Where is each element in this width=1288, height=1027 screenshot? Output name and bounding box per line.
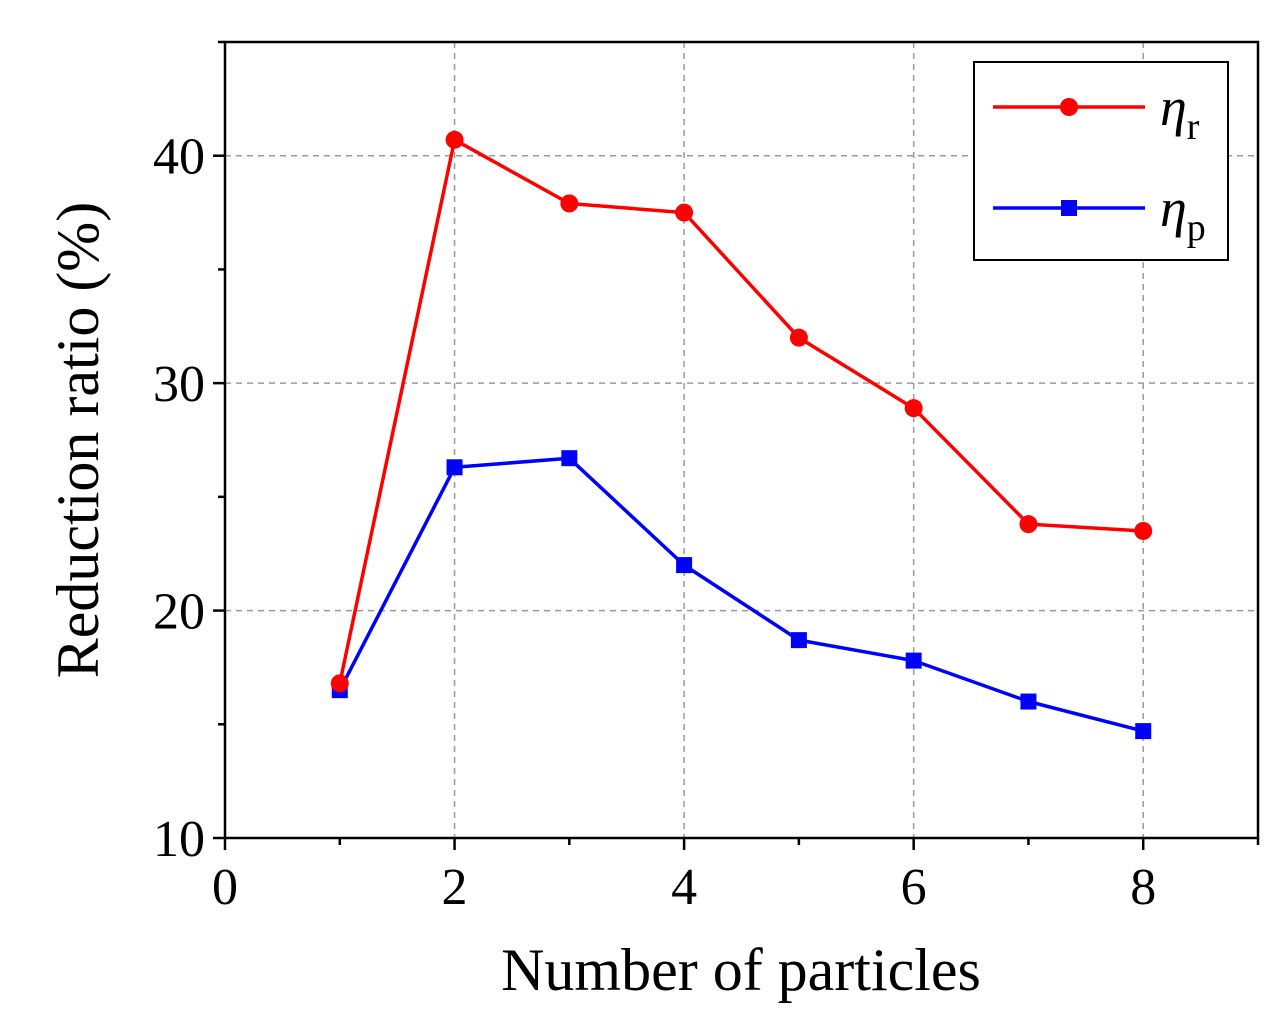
- plot-frame: [223, 40, 1260, 840]
- point-r-1: [330, 674, 349, 693]
- series-line-p: [338, 456, 1144, 733]
- series-layer: [330, 130, 1153, 740]
- x-tick-label-6: 6: [901, 859, 927, 916]
- y-tick-label-10: 10: [153, 811, 205, 868]
- point-r-3: [560, 194, 579, 213]
- point-r-8: [1134, 521, 1153, 540]
- legend-marker-r: [1060, 98, 1078, 116]
- point-p-4: [676, 557, 693, 574]
- point-p-3: [561, 450, 578, 467]
- point-p-5: [790, 632, 807, 649]
- point-r-5: [789, 328, 808, 347]
- x-tick-label-0: 0: [212, 859, 238, 916]
- y-tick-label-40: 40: [153, 129, 205, 186]
- legend-subscript-r: r: [1187, 106, 1200, 148]
- series-line-r: [338, 138, 1144, 684]
- y-tick-label-30: 30: [153, 356, 205, 413]
- point-p-2: [446, 459, 463, 476]
- legend-marker-p: [1061, 200, 1077, 216]
- point-r-6: [904, 399, 923, 418]
- point-r-4: [675, 203, 694, 222]
- x-axis-title: Number of particles: [501, 937, 981, 1003]
- point-p-7: [1020, 693, 1037, 710]
- ticks-layer: 0 2 4 6 8 10 20 30 40: [153, 40, 1260, 916]
- point-p-8: [1135, 723, 1152, 740]
- x-tick-label-2: 2: [442, 859, 468, 916]
- axes-layer: [223, 40, 1260, 840]
- point-p-6: [905, 652, 922, 669]
- legend-subscript-p: p: [1187, 207, 1206, 249]
- point-r-2: [445, 130, 464, 149]
- point-r-7: [1019, 515, 1038, 534]
- legend-box: [973, 61, 1229, 261]
- y-axis-title: Reduction ratio (%): [45, 202, 111, 679]
- x-tick-label-8: 8: [1130, 859, 1156, 916]
- y-tick-label-20: 20: [153, 584, 205, 641]
- x-tick-label-4: 4: [671, 859, 697, 916]
